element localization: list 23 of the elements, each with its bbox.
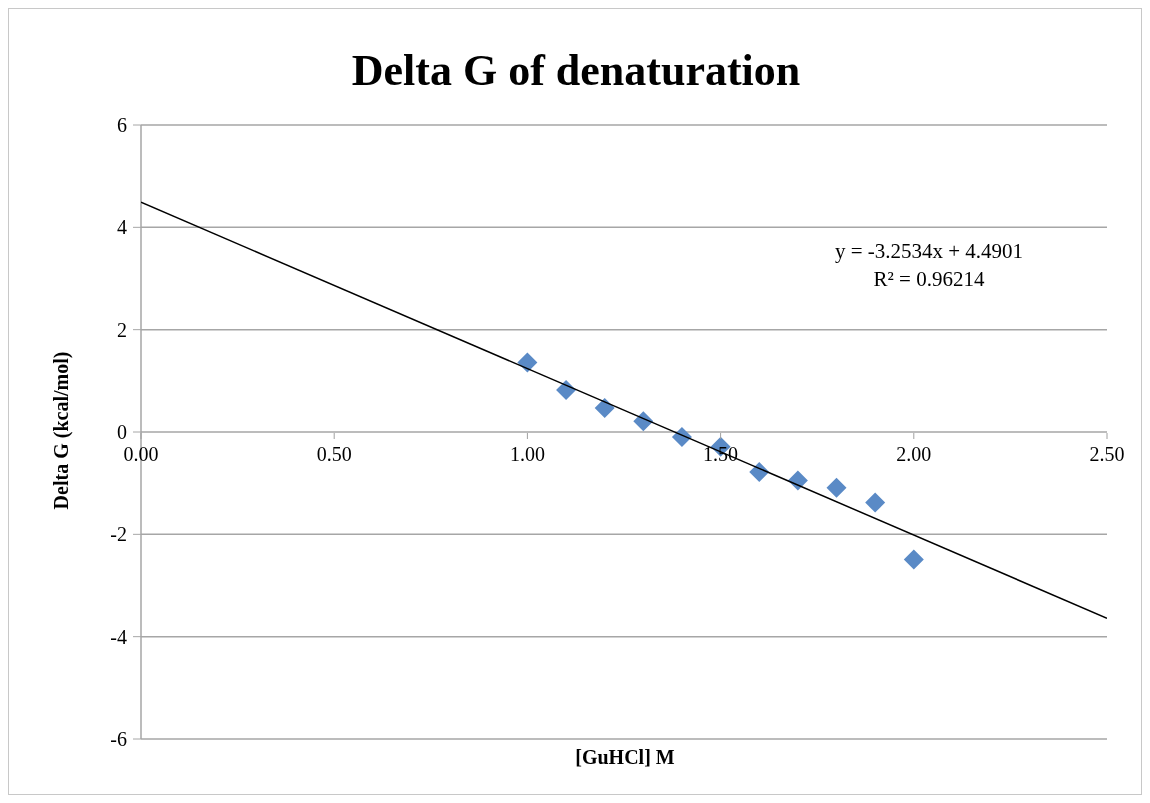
- y-tick-label: 0: [117, 421, 127, 443]
- annotation: y = -3.2534x + 4.4901: [833, 238, 1025, 265]
- x-tick-label: 2.00: [896, 443, 932, 465]
- point: [556, 380, 577, 401]
- point: [517, 352, 538, 373]
- point: [594, 397, 615, 418]
- y-axis-title: Delta G (kcal/mol): [49, 350, 73, 512]
- y-tick-label: 2: [117, 318, 127, 341]
- point: [903, 549, 924, 570]
- x-tick-label: 1.00: [509, 443, 545, 465]
- x-tick-label: 0.00: [123, 443, 159, 465]
- annotation: R² = 0.96214: [872, 266, 986, 293]
- chart-title: Delta G of denaturation: [350, 45, 802, 96]
- point: [826, 477, 847, 498]
- y-tick-label: 6: [117, 114, 127, 136]
- point: [865, 492, 886, 513]
- y-tick-label: -6: [110, 728, 127, 750]
- y-tick-label: 4: [117, 216, 127, 239]
- x-tick-label: 0.50: [316, 443, 352, 465]
- x-axis-title: [GuHCl] M: [574, 746, 676, 769]
- y-tick-label: -4: [110, 625, 127, 648]
- x-tick-label: 2.50: [1089, 443, 1125, 465]
- y-tick-label: -2: [110, 523, 127, 546]
